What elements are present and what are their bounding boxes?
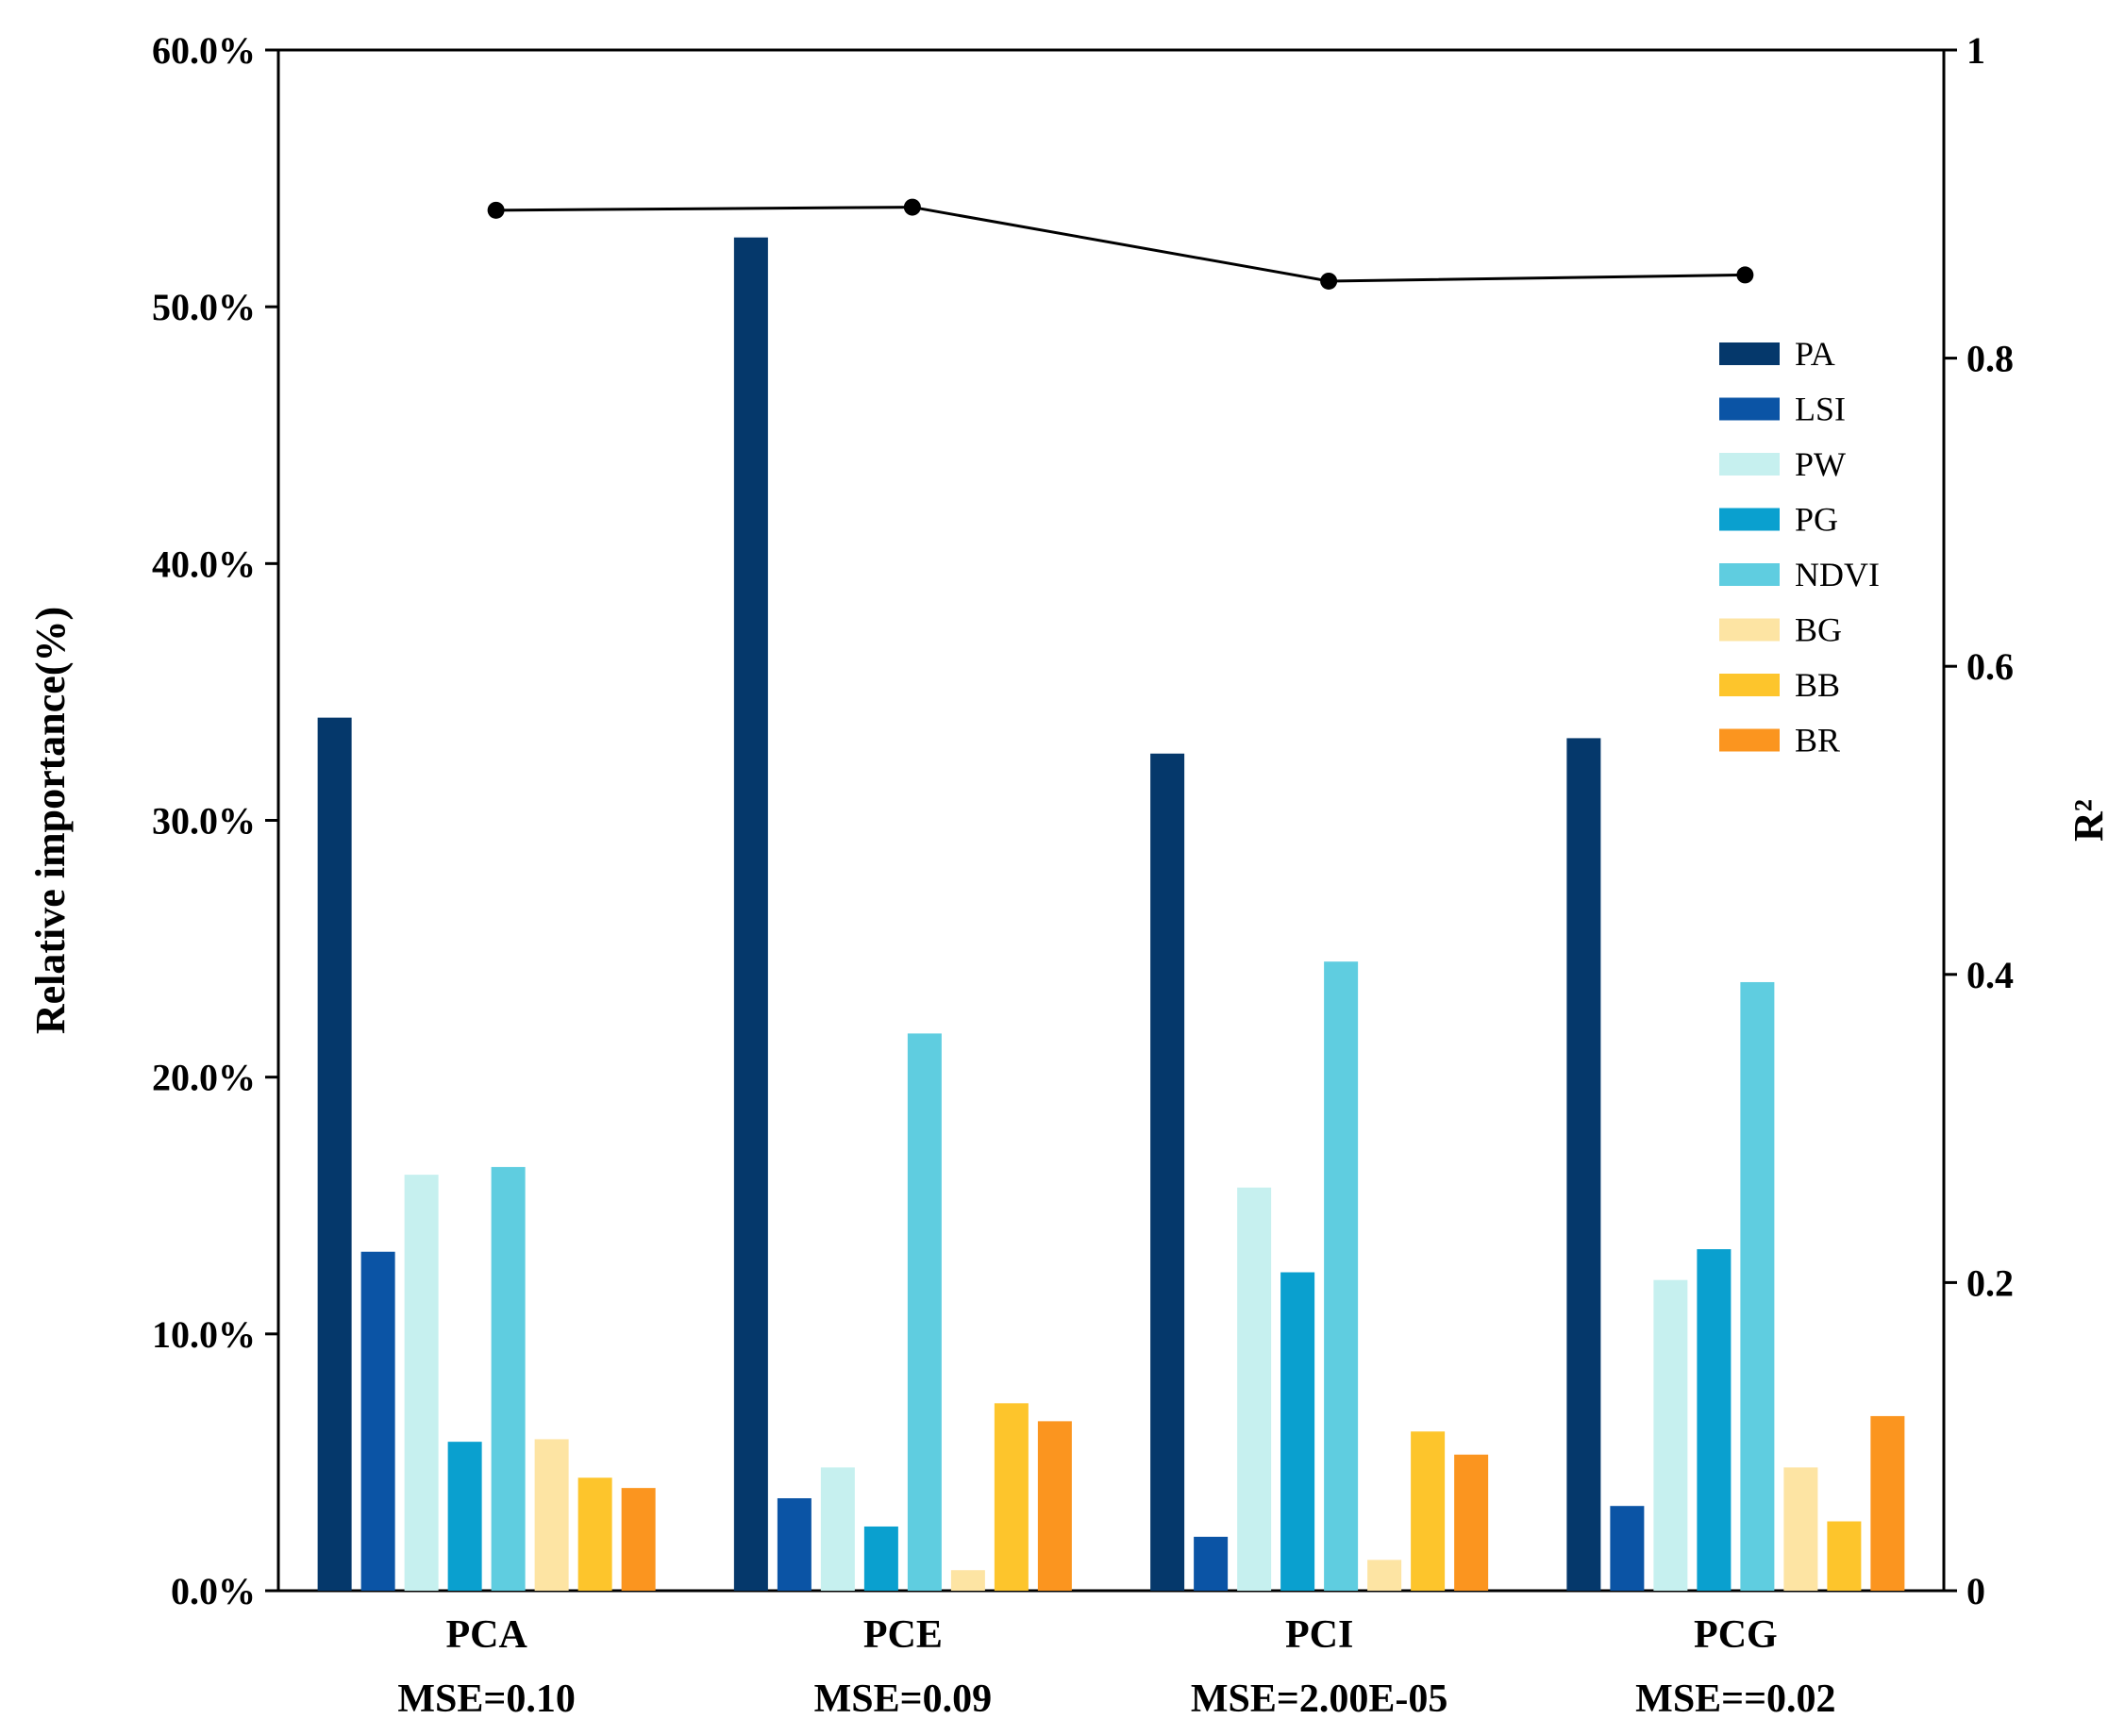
bar-ndvi-pci bbox=[1324, 961, 1359, 1591]
y2-tick-label: 0.2 bbox=[1966, 1261, 2014, 1304]
x-category-label: PCE bbox=[863, 1613, 943, 1657]
legend-label-pa: PA bbox=[1795, 335, 1835, 373]
bar-pg-pce bbox=[863, 1526, 898, 1591]
r2-point-pci bbox=[1320, 272, 1338, 290]
legend-label-pg: PG bbox=[1795, 501, 1838, 539]
legend-swatch-pa bbox=[1719, 342, 1780, 365]
y-tick-label: 60.0% bbox=[152, 29, 256, 72]
r2-point-pca bbox=[487, 201, 505, 219]
bar-pw-pce bbox=[820, 1467, 855, 1591]
bar-br-pca bbox=[621, 1488, 656, 1591]
bar-ndvi-pcg bbox=[1740, 981, 1775, 1591]
bar-pa-pci bbox=[1150, 753, 1185, 1591]
y2-tick-label: 0 bbox=[1966, 1570, 1985, 1612]
legend-label-pw: PW bbox=[1795, 445, 1846, 483]
bar-ndvi-pce bbox=[907, 1033, 942, 1591]
y-tick-label: 30.0% bbox=[152, 800, 256, 843]
bar-pg-pci bbox=[1280, 1272, 1315, 1591]
legend-swatch-bb bbox=[1719, 674, 1780, 696]
bar-bb-pce bbox=[994, 1403, 1029, 1591]
r2-point-pce bbox=[903, 198, 921, 216]
legend-label-bb: BB bbox=[1795, 666, 1840, 704]
y-axis-title: Relative importance(%) bbox=[27, 607, 74, 1034]
bar-lsi-pci bbox=[1194, 1536, 1229, 1591]
bar-pw-pci bbox=[1237, 1187, 1272, 1591]
y2-tick-label: 0.4 bbox=[1966, 954, 2014, 996]
bar-bb-pcg bbox=[1827, 1521, 1862, 1591]
legend-swatch-br bbox=[1719, 728, 1780, 752]
bar-pa-pca bbox=[317, 717, 352, 1591]
legend-swatch-ndvi bbox=[1719, 563, 1780, 586]
bar-pg-pca bbox=[447, 1442, 482, 1591]
bar-bg-pce bbox=[950, 1570, 985, 1591]
bar-lsi-pcg bbox=[1610, 1506, 1645, 1591]
bar-pg-pcg bbox=[1697, 1249, 1732, 1591]
r2-line bbox=[495, 206, 1746, 283]
r2-point-pcg bbox=[1736, 266, 1754, 284]
x-category-sublabel: MSE=0.09 bbox=[814, 1678, 992, 1721]
y-tick-label: 0.0% bbox=[171, 1570, 256, 1612]
bar-lsi-pce bbox=[777, 1498, 812, 1591]
bar-br-pci bbox=[1454, 1454, 1489, 1591]
x-category-label: PCA bbox=[445, 1613, 527, 1657]
bar-lsi-pca bbox=[360, 1251, 395, 1591]
legend-swatch-pw bbox=[1719, 453, 1780, 476]
y2-tick-label: 0.6 bbox=[1966, 645, 2014, 688]
bar-br-pce bbox=[1037, 1421, 1072, 1591]
bar-pa-pcg bbox=[1566, 738, 1601, 1591]
y2-axis-title: R² bbox=[2066, 799, 2112, 842]
x-category-label: PCG bbox=[1694, 1613, 1778, 1657]
y-tick-label: 40.0% bbox=[152, 542, 256, 585]
x-category-sublabel: MSE=2.00E-05 bbox=[1191, 1678, 1447, 1721]
y-tick-label: 10.0% bbox=[152, 1313, 256, 1356]
legend-label-bg: BG bbox=[1795, 611, 1842, 649]
y2-tick-label: 0.8 bbox=[1966, 338, 2014, 380]
legend-swatch-lsi bbox=[1719, 397, 1780, 421]
legend-swatch-bg bbox=[1719, 618, 1780, 642]
x-category-label: PCI bbox=[1285, 1613, 1353, 1657]
bar-pw-pca bbox=[404, 1175, 439, 1591]
bar-pw-pcg bbox=[1653, 1279, 1688, 1591]
bar-bb-pci bbox=[1411, 1431, 1446, 1591]
bar-bg-pca bbox=[534, 1439, 569, 1591]
x-category-sublabel: MSE==0.02 bbox=[1635, 1678, 1835, 1721]
bar-ndvi-pca bbox=[491, 1166, 526, 1591]
legend-swatch-pg bbox=[1719, 508, 1780, 531]
y-tick-label: 50.0% bbox=[152, 286, 256, 328]
bar-pa-pce bbox=[733, 237, 768, 1592]
y-tick-label: 20.0% bbox=[152, 1057, 256, 1099]
legend-label-ndvi: NDVI bbox=[1795, 556, 1880, 593]
legend-label-lsi: LSI bbox=[1795, 391, 1846, 428]
y2-tick-label: 1 bbox=[1966, 29, 1985, 72]
x-category-sublabel: MSE=0.10 bbox=[397, 1678, 575, 1721]
bar-bg-pci bbox=[1367, 1560, 1402, 1591]
bar-br-pcg bbox=[1870, 1415, 1905, 1591]
legend-label-br: BR bbox=[1795, 722, 1840, 760]
bar-bb-pca bbox=[577, 1477, 612, 1591]
bar-bg-pcg bbox=[1783, 1467, 1818, 1591]
